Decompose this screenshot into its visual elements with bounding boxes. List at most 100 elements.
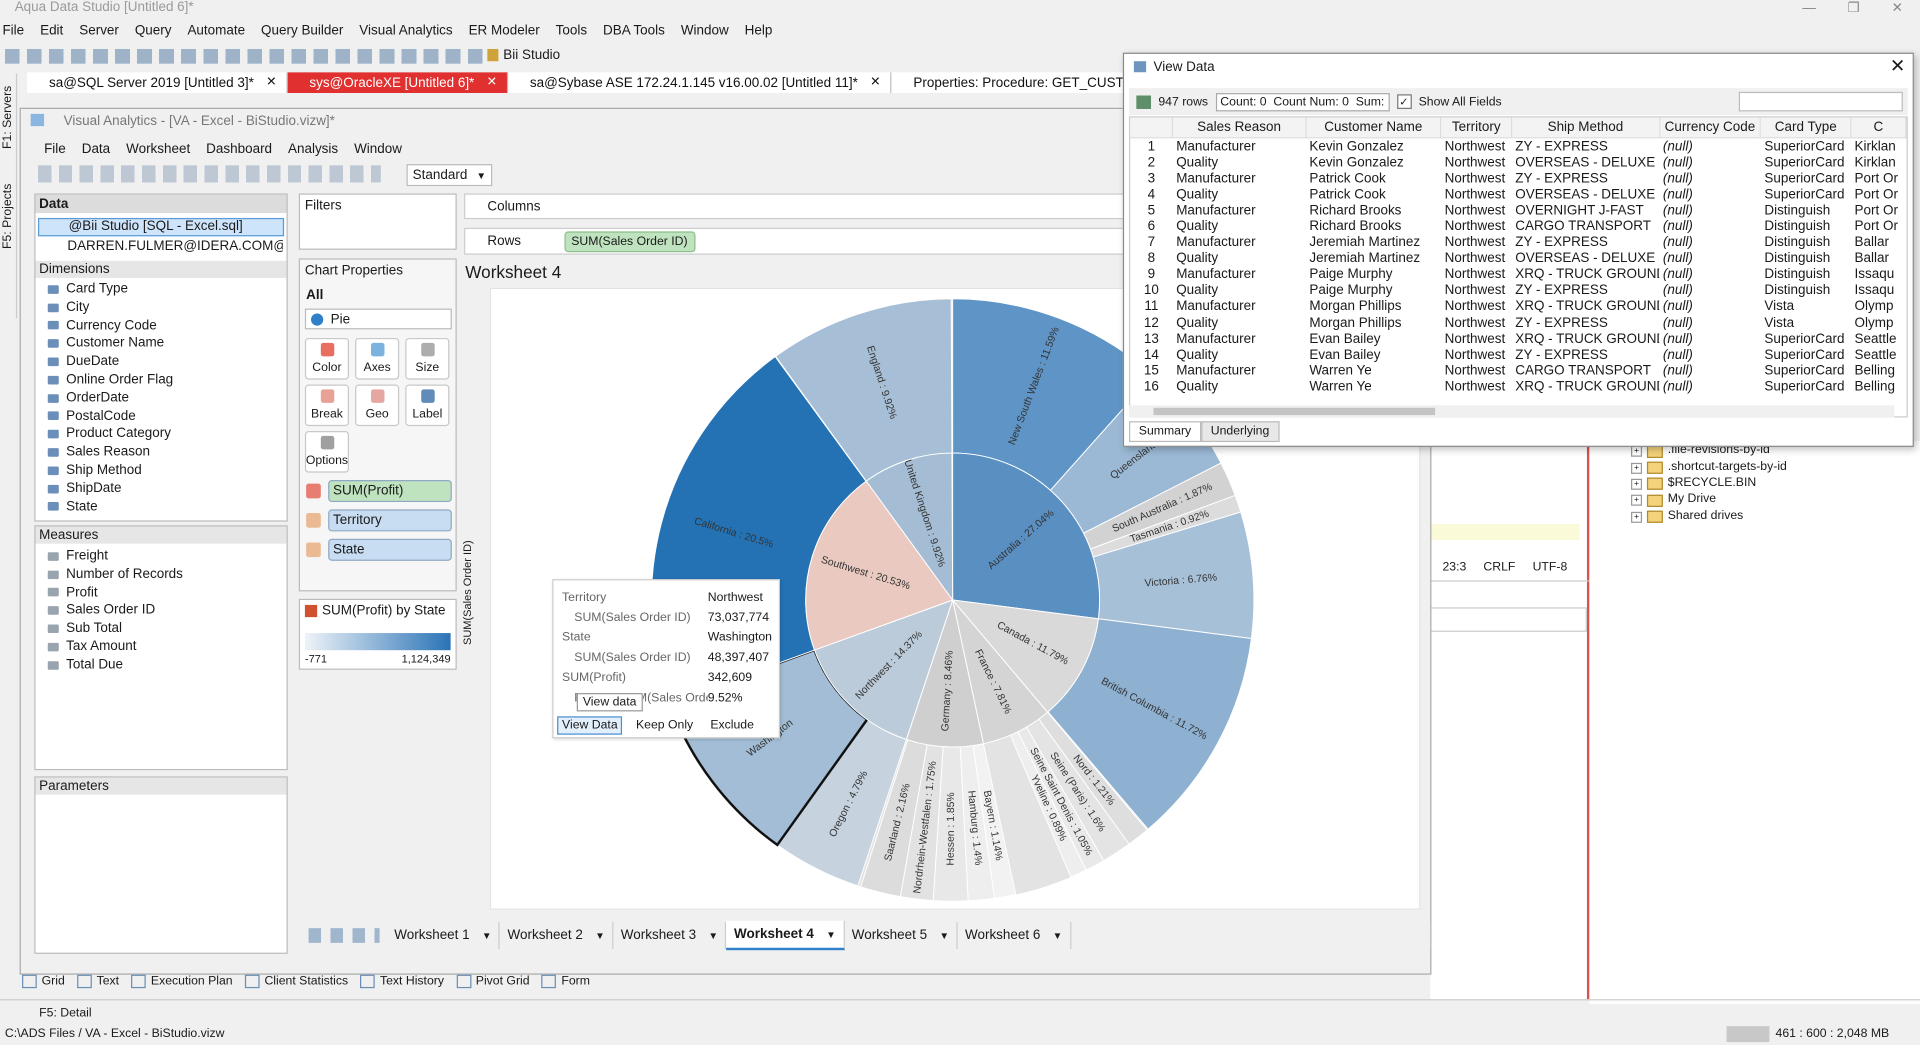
dimension-item[interactable]: OrderDate [36,389,174,407]
mark-button[interactable]: Axes [355,338,399,380]
mark-button[interactable]: Color [305,338,349,380]
column-header[interactable]: Ship Method [1512,118,1660,138]
editor-tab[interactable]: Properties: Procedure: GET_CUSTOMER_DETA… [891,72,1122,93]
tab-close[interactable]: ✕ [870,76,880,89]
result-tab[interactable]: Text [77,975,119,988]
mark-pill[interactable]: SUM(Profit) [306,480,452,502]
menu-item[interactable]: File [44,142,66,157]
data-row[interactable]: 13ManufacturerEvan BaileyNorthwestXRQ - … [1130,331,1906,347]
minimize[interactable]: — [1802,1,1815,16]
menu-item[interactable]: Server [79,23,119,38]
dimension-item[interactable]: PostalCode [36,407,174,425]
mark-button[interactable]: Label [405,384,449,426]
measure-item[interactable]: Freight [36,547,183,565]
mark-pill[interactable]: State [306,539,452,561]
dimension-item[interactable]: Customer Name [36,335,174,353]
dimension-item[interactable]: Card Type [36,280,174,298]
side-tab[interactable]: F1: Servers [1,86,14,149]
tree-item[interactable]: +.shortcut-targets-by-id [1631,460,1787,476]
data-row[interactable]: 10QualityPaige MurphyNorthwestZY - EXPRE… [1130,283,1906,299]
data-row[interactable]: 12QualityMorgan PhillipsNorthwestZY - EX… [1130,315,1906,331]
menu-item[interactable]: Automate [187,23,245,38]
result-tab[interactable]: Pivot Grid [456,975,529,988]
scroll-thumb[interactable] [1153,408,1435,415]
search-field[interactable] [1430,607,1587,631]
sheet-tab[interactable]: Worksheet 6▼ [958,922,1071,949]
data-row[interactable]: 4QualityPatrick CookNorthwestOVERSEAS - … [1130,186,1906,202]
menu-item[interactable]: Query [135,23,172,38]
mark-button[interactable]: Size [405,338,449,380]
measure-item[interactable]: Sub Total [36,620,183,638]
data-row[interactable]: 8QualityJeremiah MartinezNorthwestOVERSE… [1130,251,1906,267]
tooltip-action[interactable]: Exclude [707,718,758,734]
data-row[interactable]: 2QualityKevin GonzalezNorthwestOVERSEAS … [1130,154,1906,170]
data-row[interactable]: 3ManufacturerPatrick CookNorthwestZY - E… [1130,170,1906,186]
measure-item[interactable]: Tax Amount [36,638,183,656]
show-all-fields[interactable]: Show All Fields [1419,95,1502,108]
dimension-item[interactable]: Currency Code [36,317,174,335]
data-row[interactable]: 11ManufacturerMorgan PhillipsNorthwestXR… [1130,299,1906,315]
detail-tab[interactable]: F5: Detail [39,1007,91,1020]
editor-tab[interactable]: sa@SQL Server 2019 [Untitled 3]*✕ [27,72,287,93]
data-source[interactable]: @Bii Studio [SQL - Excel.sql] [38,218,284,236]
editor-tab[interactable]: sa@Sybase ASE 172.24.1.145 v16.00.02 [Un… [508,72,892,93]
data-row[interactable]: 16QualityWarren YeNorthwestXRQ - TRUCK G… [1130,379,1906,395]
dimension-item[interactable]: City [36,299,174,317]
checkbox[interactable]: ✓ [1397,94,1412,109]
menu-item[interactable]: Tools [556,23,587,38]
menu-item[interactable]: Data [82,142,110,157]
search-box[interactable] [1739,92,1903,112]
data-row[interactable]: 15ManufacturerWarren YeNorthwestCARGO TR… [1130,363,1906,379]
dialog-tab[interactable]: Summary [1129,421,1201,442]
tab-close[interactable]: ✕ [487,76,497,89]
column-header[interactable] [1130,118,1172,138]
column-header[interactable]: Sales Reason [1173,118,1306,138]
data-row[interactable]: 1ManufacturerKevin GonzalezNorthwestZY -… [1130,138,1906,155]
menu-item[interactable]: Query Builder [261,23,343,38]
sheet-tab[interactable]: Worksheet 4▼ [727,921,845,950]
window-controls[interactable]: —❐✕ [1802,0,1903,16]
sheet-tab[interactable]: Worksheet 1▼ [387,922,500,949]
mark-button[interactable]: Break [305,384,349,426]
tab-close[interactable]: ✕ [266,76,276,89]
view-select[interactable]: Standard▼ [407,164,493,186]
column-header[interactable]: Territory [1441,118,1512,138]
dimension-item[interactable]: DueDate [36,353,174,371]
horizontal-scrollbar[interactable] [1129,405,1894,417]
result-tab[interactable]: Text History [360,975,444,988]
tooltip-action[interactable]: Keep Only [632,718,697,734]
data-row[interactable]: 6QualityRichard BrooksNorthwestCARGO TRA… [1130,219,1906,235]
dimension-item[interactable]: Online Order Flag [36,371,174,389]
dimension-item[interactable]: Sales Reason [36,443,174,461]
measure-item[interactable]: Total Due [36,656,183,674]
result-tab[interactable]: Execution Plan [131,975,232,988]
menu-item[interactable]: Help [745,23,773,38]
tooltip-action[interactable]: View Data [557,716,622,734]
column-header[interactable]: Currency Code [1659,118,1760,138]
data-row[interactable]: 9ManufacturerPaige MurphyNorthwestXRQ - … [1130,267,1906,283]
dialog-tab[interactable]: Underlying [1201,421,1279,442]
dimension-item[interactable]: ShipDate [36,480,174,498]
encoding[interactable]: UTF-8 [1533,561,1568,574]
dimension-item[interactable]: State [36,498,174,516]
line-ending[interactable]: CRLF [1483,561,1515,574]
side-tab[interactable]: F5: Projects [1,184,14,249]
measure-item[interactable]: Sales Order ID [36,602,183,620]
menu-item[interactable]: Window [354,142,402,157]
menu-item[interactable]: Worksheet [126,142,190,157]
dimension-item[interactable]: Ship Method [36,462,174,480]
menu-item[interactable]: Dashboard [206,142,272,157]
tree-item[interactable]: +Shared drives [1631,509,1787,525]
column-header[interactable]: Customer Name [1306,118,1441,138]
result-tab[interactable]: Form [542,975,590,988]
data-source[interactable]: DARREN.FULMER@IDERA.COM@Snowfla... [38,238,283,255]
menu-item[interactable]: Window [681,23,729,38]
result-tab[interactable]: Grid [22,975,65,988]
data-row[interactable]: 7ManufacturerJeremiah MartinezNorthwestZ… [1130,235,1906,251]
restore[interactable]: ❐ [1848,0,1860,16]
menu-item[interactable]: File [2,23,24,38]
sheet-tab[interactable]: Worksheet 2▼ [500,922,613,949]
mark-button[interactable]: Geo [355,384,399,426]
menu-item[interactable]: Edit [40,23,63,38]
sheet-tab[interactable]: Worksheet 5▼ [844,922,957,949]
